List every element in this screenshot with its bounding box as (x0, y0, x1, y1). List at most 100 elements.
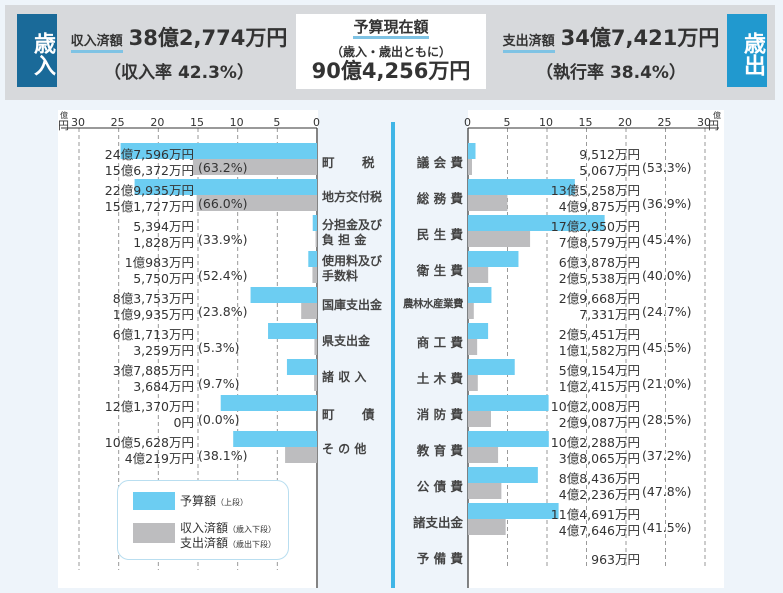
category-label: 債 (362, 407, 375, 422)
bar-budget (468, 323, 489, 339)
value-label-budget: 22億9,935万円 (104, 183, 194, 198)
value-label-budget: 10億2,288万円 (550, 435, 640, 450)
value-label-budget: 5億9,154万円 (558, 363, 640, 378)
value-label-actual: 5,067万円 (579, 163, 640, 178)
budget-summary: 予算現在額 （歳入・歳出ともに） 90億4,256万円 (296, 14, 486, 89)
value-label-budget: 10億2,008万円 (550, 399, 640, 414)
bar-budget (468, 251, 519, 267)
category-label: 土 木 費 (416, 371, 463, 386)
category-label: 教 育 費 (416, 443, 463, 458)
value-label-actual: 4億9,875万円 (558, 199, 640, 214)
category-label: 予 備 費 (416, 551, 463, 566)
bar-budget (268, 323, 317, 339)
value-label-budget: 9,512万円 (579, 147, 640, 162)
value-label-actual: 1億9,935万円 (112, 307, 194, 322)
expenditure-amount: 34億7,421万円 (560, 26, 720, 50)
category-label: そ の 他 (322, 442, 367, 456)
rate-label: (47.8%) (642, 484, 692, 499)
center-divider (391, 122, 395, 588)
category-label: 消 防 費 (416, 407, 463, 422)
x-tick-label: 25 (657, 116, 672, 129)
bar-actual (468, 483, 502, 499)
x-tick-label: 15 (578, 116, 593, 129)
bar-actual (468, 267, 489, 283)
bar-actual (314, 339, 317, 355)
value-label-actual: 1,828万円 (133, 235, 194, 250)
bar-actual (196, 195, 317, 211)
bar-actual (192, 159, 317, 175)
bar-budget (220, 395, 317, 411)
bar-budget (468, 143, 476, 159)
bar-budget (468, 395, 549, 411)
category-label: 税 (362, 155, 375, 170)
value-label-actual: 3,259万円 (133, 343, 194, 358)
legend-actual-in-label: 収入済額 (180, 521, 229, 535)
value-label-actual: 2億9,087万円 (558, 415, 640, 430)
rate-label: (53.3%) (642, 160, 692, 175)
bar-actual (314, 375, 317, 391)
legend-swatch-budget (133, 492, 175, 510)
value-label-actual: 2億5,538万円 (558, 271, 640, 286)
unit-label: 億 (713, 111, 721, 120)
bar-budget (468, 503, 559, 519)
category-label: 負 担 金 (322, 233, 367, 247)
category-label: 農林水産業費 (403, 298, 464, 310)
bar-actual (301, 303, 317, 319)
bar-budget (134, 179, 317, 195)
category-label: 町 (322, 155, 335, 170)
bar-budget (468, 359, 515, 375)
category-label: 諸支出金 (412, 515, 463, 530)
rate-label: (66.0%) (198, 196, 248, 211)
value-label-actual: 4億219万円 (124, 451, 194, 466)
value-label-budget: 963万円 (591, 552, 640, 567)
value-label-actual: 3,684万円 (133, 379, 194, 394)
legend-actual-out-note: （歳出下段） (228, 540, 277, 549)
rate-label: (23.8%) (198, 304, 248, 319)
value-label-budget: 8億8,436万円 (558, 471, 640, 486)
bar-actual (468, 303, 474, 319)
category-label: 国庫支出金 (322, 298, 383, 312)
x-tick-label: 30 (71, 116, 85, 129)
value-label-budget: 2億9,668万円 (558, 291, 640, 306)
expenditure-rate: （執行率 38.4%） (536, 63, 686, 83)
category-label: 公 債 費 (416, 479, 463, 494)
unit-label: 円 (58, 119, 69, 132)
value-label-budget: 6億1,713万円 (112, 327, 194, 342)
bar-budget (308, 251, 317, 267)
legend-actual-in: 収入済額（歳入下段） (180, 521, 276, 537)
bar-budget (468, 287, 492, 303)
category-label: 使用料及び (322, 254, 383, 268)
bar-budget (286, 359, 317, 375)
value-label-actual: 7億8,579万円 (558, 235, 640, 250)
x-tick-label: 10 (539, 116, 553, 129)
legend-actual-out: 支出済額（歳出下段） (180, 536, 276, 552)
value-label-actual: 15億1,727万円 (104, 199, 194, 214)
bar-budget (468, 179, 575, 195)
value-label-actual: 0円 (173, 415, 194, 430)
x-tick-label: 10 (229, 116, 244, 129)
value-label-budget: 3億7,885万円 (112, 363, 194, 378)
bar-actual (468, 519, 506, 535)
value-label-budget: 8億3,753万円 (112, 291, 194, 306)
bar-budget (468, 467, 538, 483)
value-label-actual: 3億8,065万円 (558, 451, 640, 466)
legend-actual-in-note: （歳入下段） (228, 525, 277, 534)
value-label-budget: 1億983万円 (124, 255, 194, 270)
value-label-budget: 12億1,370万円 (104, 399, 194, 414)
expenditure-label: 支出済額 (502, 34, 555, 53)
bar-actual (315, 231, 317, 247)
bar-actual (468, 339, 478, 355)
bar-budget (468, 215, 605, 231)
rate-label: (45.5%) (642, 340, 692, 355)
value-label-budget: 10億5,628万円 (104, 435, 194, 450)
rate-label: (5.3%) (198, 340, 240, 355)
bar-actual (468, 375, 478, 391)
value-label-budget: 13億5,258万円 (550, 183, 640, 198)
x-tick-label: 0 (313, 116, 320, 129)
bar-actual (285, 447, 317, 463)
x-tick-label: 25 (110, 116, 125, 129)
legend-budget-label: 予算額 (180, 494, 217, 508)
rate-label: (63.2%) (198, 160, 248, 175)
value-label-actual: 4億2,236万円 (558, 487, 640, 502)
